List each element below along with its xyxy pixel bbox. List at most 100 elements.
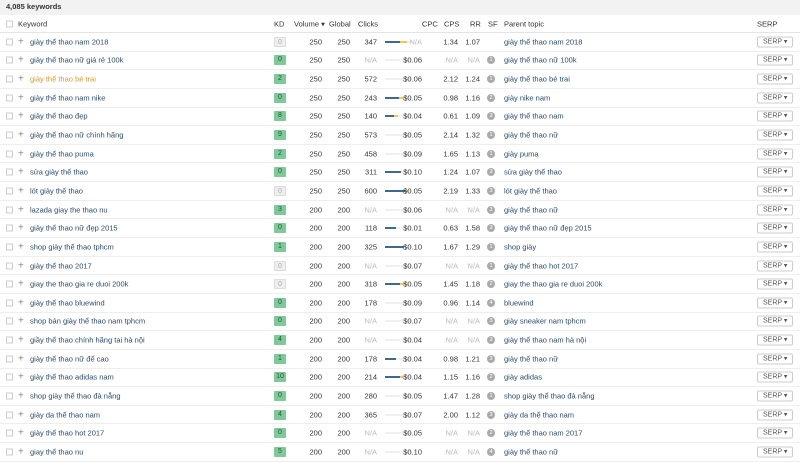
serp-features-icon[interactable]: 3 bbox=[487, 317, 495, 326]
header-global[interactable]: Global bbox=[329, 19, 351, 28]
keyword-link[interactable]: giày thể thao nam nike bbox=[30, 93, 106, 103]
serp-features-icon[interactable]: 1 bbox=[487, 56, 495, 65]
add-to-list-icon[interactable]: + bbox=[18, 241, 24, 253]
add-to-list-icon[interactable]: + bbox=[18, 353, 24, 365]
row-checkbox[interactable] bbox=[6, 56, 13, 64]
serp-features-icon[interactable]: 2 bbox=[487, 429, 495, 438]
row-checkbox[interactable] bbox=[6, 299, 13, 307]
row-checkbox[interactable] bbox=[6, 411, 13, 419]
serp-features-icon[interactable]: 1 bbox=[487, 391, 495, 400]
serp-features-icon[interactable]: 2 bbox=[487, 373, 495, 382]
header-kd[interactable]: KD bbox=[274, 19, 285, 28]
serp-features-icon[interactable]: 3 bbox=[487, 410, 495, 419]
keyword-link[interactable]: giày thể thao bluewind bbox=[30, 298, 105, 308]
keyword-link[interactable]: giay thể thao nu bbox=[30, 447, 84, 457]
parent-topic-link[interactable]: giày thể thao nữ đẹp 2015 bbox=[504, 223, 592, 233]
row-checkbox[interactable] bbox=[6, 75, 13, 83]
serp-dropdown-button[interactable]: SERP ▾ bbox=[757, 54, 793, 66]
serp-features-icon[interactable]: 2 bbox=[487, 93, 495, 102]
serp-dropdown-button[interactable]: SERP ▾ bbox=[757, 110, 793, 122]
serp-features-icon[interactable]: 1 bbox=[487, 149, 495, 158]
parent-topic-link[interactable]: giày nike nam bbox=[504, 93, 551, 103]
row-checkbox[interactable] bbox=[6, 131, 13, 139]
serp-features-icon[interactable]: 1 bbox=[487, 242, 495, 251]
serp-dropdown-button[interactable]: SERP ▾ bbox=[757, 334, 793, 346]
add-to-list-icon[interactable]: + bbox=[18, 390, 24, 402]
row-checkbox[interactable] bbox=[6, 243, 13, 251]
keyword-link[interactable]: giay the thao gia re duoi 200k bbox=[30, 279, 129, 289]
add-to-list-icon[interactable]: + bbox=[18, 222, 24, 234]
parent-topic-link[interactable]: giày da thể thao nam bbox=[504, 410, 575, 420]
serp-dropdown-button[interactable]: SERP ▾ bbox=[757, 446, 793, 458]
keyword-link[interactable]: shop giày thể thao tphcm bbox=[30, 242, 114, 252]
serp-features-icon[interactable]: 1 bbox=[487, 75, 495, 84]
keyword-link[interactable]: giày da thể thao nam bbox=[30, 410, 101, 420]
header-volume[interactable]: Volume ▾ bbox=[294, 19, 325, 28]
parent-topic-link[interactable]: giày thể thao nam 2018 bbox=[504, 37, 583, 47]
add-to-list-icon[interactable]: + bbox=[18, 110, 24, 122]
header-sf[interactable]: SF bbox=[488, 19, 498, 28]
serp-dropdown-button[interactable]: SERP ▾ bbox=[757, 73, 793, 85]
add-to-list-icon[interactable]: + bbox=[18, 260, 24, 271]
add-to-list-icon[interactable]: + bbox=[18, 334, 24, 346]
parent-topic-link[interactable]: giày thể thao nữ bbox=[504, 205, 559, 215]
row-checkbox[interactable] bbox=[6, 38, 13, 46]
keyword-link[interactable]: giày thể thao puma bbox=[30, 149, 94, 159]
serp-dropdown-button[interactable]: SERP ▾ bbox=[757, 427, 793, 439]
add-to-list-icon[interactable]: + bbox=[18, 36, 24, 48]
add-to-list-icon[interactable]: + bbox=[18, 148, 24, 160]
serp-dropdown-button[interactable]: SERP ▾ bbox=[757, 409, 793, 421]
serp-features-icon[interactable]: 1 bbox=[487, 131, 495, 140]
serp-dropdown-button[interactable]: SERP ▾ bbox=[757, 241, 793, 253]
keyword-link[interactable]: giày thể thao hot 2017 bbox=[30, 428, 105, 438]
serp-dropdown-button[interactable]: SERP ▾ bbox=[757, 260, 793, 271]
row-checkbox[interactable] bbox=[6, 206, 13, 214]
serp-dropdown-button[interactable]: SERP ▾ bbox=[757, 222, 793, 234]
serp-dropdown-button[interactable]: SERP ▾ bbox=[757, 204, 793, 216]
serp-dropdown-button[interactable]: SERP ▾ bbox=[757, 353, 793, 365]
serp-dropdown-button[interactable]: SERP ▾ bbox=[757, 166, 793, 178]
parent-topic-link[interactable]: giày thể thao nữ bbox=[504, 354, 559, 364]
header-cps[interactable]: CPS bbox=[444, 19, 460, 28]
serp-features-icon[interactable]: 4 bbox=[487, 447, 495, 456]
keyword-link[interactable]: giày thể thao bé trai bbox=[30, 74, 96, 84]
serp-dropdown-button[interactable]: SERP ▾ bbox=[757, 278, 793, 290]
keyword-link[interactable]: giày thể thao adidas nam bbox=[30, 372, 114, 382]
add-to-list-icon[interactable]: + bbox=[18, 54, 24, 66]
parent-topic-link[interactable]: giày thể thao nam bbox=[504, 111, 564, 121]
serp-features-icon[interactable]: 4 bbox=[487, 298, 495, 307]
add-to-list-icon[interactable]: + bbox=[18, 446, 24, 458]
header-keyword[interactable]: Keyword bbox=[18, 19, 48, 28]
keyword-link[interactable]: giày thể thao nam 2018 bbox=[30, 37, 109, 47]
add-to-list-icon[interactable]: + bbox=[18, 129, 24, 141]
keyword-link[interactable]: giày thể thao nữ chính hãng bbox=[30, 130, 124, 140]
row-checkbox[interactable] bbox=[6, 392, 13, 400]
row-checkbox[interactable] bbox=[6, 94, 13, 102]
select-all-checkbox[interactable] bbox=[6, 20, 13, 27]
parent-topic-link[interactable]: bluewind bbox=[504, 298, 534, 308]
add-to-list-icon[interactable]: + bbox=[18, 92, 24, 104]
serp-dropdown-button[interactable]: SERP ▾ bbox=[757, 148, 793, 160]
keyword-link[interactable]: giầy thể thao chính hãng tai hà nội bbox=[30, 335, 145, 345]
header-parent-topic[interactable]: Parent topic bbox=[504, 19, 545, 28]
serp-dropdown-button[interactable]: SERP ▾ bbox=[757, 129, 793, 141]
parent-topic-link[interactable]: giày thể thao bé trai bbox=[504, 74, 570, 84]
row-checkbox[interactable] bbox=[6, 317, 13, 325]
serp-dropdown-button[interactable]: SERP ▾ bbox=[757, 297, 793, 309]
keyword-link[interactable]: lót giày thể thao bbox=[30, 186, 83, 196]
serp-features-icon[interactable]: 3 bbox=[487, 186, 495, 195]
add-to-list-icon[interactable]: + bbox=[18, 185, 24, 197]
row-checkbox[interactable] bbox=[6, 224, 13, 232]
parent-topic-link[interactable]: giay the thao gia re duoi 200k bbox=[504, 279, 603, 289]
serp-features-icon[interactable]: 3 bbox=[487, 112, 495, 121]
header-rr[interactable]: RR bbox=[470, 19, 481, 28]
parent-topic-link[interactable]: giày thể thao nữ 100k bbox=[504, 55, 577, 65]
serp-features-icon[interactable]: 2 bbox=[487, 280, 495, 289]
parent-topic-link[interactable]: giày thể thao nam hà nội bbox=[504, 335, 587, 345]
add-to-list-icon[interactable]: + bbox=[18, 297, 24, 309]
serp-dropdown-button[interactable]: SERP ▾ bbox=[757, 185, 793, 197]
parent-topic-link[interactable]: shop giày bbox=[504, 242, 537, 252]
row-checkbox[interactable] bbox=[6, 429, 13, 437]
row-checkbox[interactable] bbox=[6, 262, 13, 269]
serp-features-icon[interactable]: 3 bbox=[487, 224, 495, 233]
